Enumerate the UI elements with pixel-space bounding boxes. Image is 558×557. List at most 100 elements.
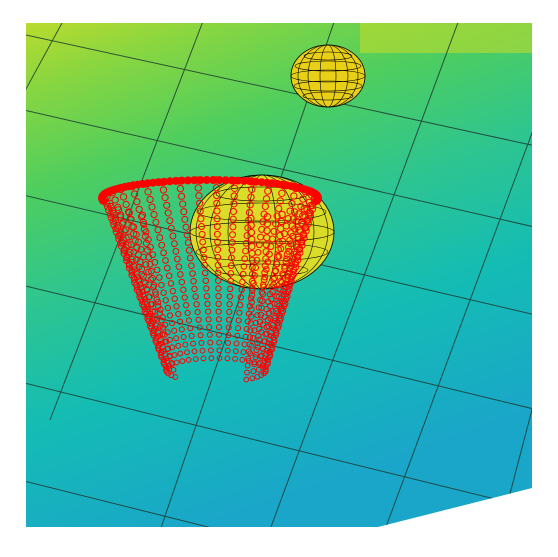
marker-point xyxy=(258,225,266,233)
marker-point xyxy=(164,209,172,217)
marker-point xyxy=(171,327,178,334)
marker-point xyxy=(130,223,138,231)
marker-point xyxy=(130,190,139,198)
marker-point xyxy=(161,338,168,345)
marker-point xyxy=(258,328,265,336)
marker-point xyxy=(182,223,190,231)
marker-point xyxy=(192,356,199,362)
marker-point xyxy=(166,217,174,225)
marker-point xyxy=(152,218,160,226)
marker-point xyxy=(177,271,184,278)
marker-point xyxy=(117,229,125,237)
marker-point xyxy=(299,195,307,203)
marker-point xyxy=(156,323,163,330)
marker-point xyxy=(232,348,239,355)
marker-point xyxy=(261,273,269,281)
marker-point xyxy=(252,264,260,272)
marker-point xyxy=(263,227,271,235)
marker-point xyxy=(254,344,261,351)
marker-point xyxy=(203,285,210,292)
marker-point xyxy=(172,247,180,255)
marker-point xyxy=(163,264,171,272)
marker-point xyxy=(190,176,199,185)
marker-point xyxy=(253,256,261,264)
marker-point xyxy=(216,347,223,354)
marker-point xyxy=(184,309,191,317)
marker-point xyxy=(269,235,276,243)
marker-point xyxy=(142,261,150,268)
marker-point xyxy=(173,335,180,342)
marker-point xyxy=(185,317,193,324)
marker-point xyxy=(257,296,264,304)
marker-point xyxy=(246,177,255,186)
marker-point xyxy=(249,287,256,294)
marker-point xyxy=(214,238,221,246)
marker-point xyxy=(180,286,187,294)
marker-point xyxy=(143,286,151,293)
marker-point xyxy=(105,206,113,214)
marker-point xyxy=(229,231,236,239)
marker-point xyxy=(202,277,210,284)
marker-point xyxy=(119,193,128,201)
marker-point xyxy=(216,355,223,361)
marker-point xyxy=(215,324,223,331)
marker-point xyxy=(185,246,193,254)
marker-point xyxy=(245,216,253,224)
marker-point xyxy=(186,254,194,262)
marker-point xyxy=(127,215,135,223)
marker-point xyxy=(245,310,253,317)
marker-point xyxy=(206,331,213,338)
marker-point xyxy=(185,357,192,363)
marker-point xyxy=(179,358,186,365)
marker-point xyxy=(255,241,263,249)
marker-point xyxy=(224,355,231,362)
marker-point xyxy=(195,316,202,323)
marker-point xyxy=(244,318,251,325)
marker-arc xyxy=(98,176,322,383)
marker-point xyxy=(225,324,232,331)
marker-point xyxy=(248,185,256,194)
marker-point xyxy=(249,375,256,382)
marker-point xyxy=(181,294,188,301)
marker-point xyxy=(111,214,119,222)
marker-point xyxy=(279,270,286,278)
marker-point xyxy=(213,207,221,215)
marker-point xyxy=(188,262,195,270)
marker-point xyxy=(166,312,174,319)
marker-point xyxy=(169,287,177,295)
marker-point xyxy=(300,231,308,239)
marker-point xyxy=(229,207,238,216)
marker-point xyxy=(228,246,236,254)
marker-point xyxy=(227,277,234,285)
marker-point xyxy=(149,274,156,282)
marker-point xyxy=(182,341,189,348)
marker-point xyxy=(289,232,297,240)
marker-point xyxy=(114,221,122,229)
marker-point xyxy=(195,191,203,200)
marker-point xyxy=(161,193,169,202)
marker-point xyxy=(184,239,192,247)
marker-point xyxy=(174,255,181,263)
marker-point xyxy=(147,276,155,283)
marker-point xyxy=(221,176,230,185)
marker-point xyxy=(181,215,189,223)
marker-point xyxy=(228,176,236,185)
marker-point xyxy=(240,349,247,356)
marker-point xyxy=(156,234,164,242)
marker-point xyxy=(279,237,287,245)
marker-point xyxy=(216,331,223,338)
marker-point xyxy=(214,246,222,254)
marker-point xyxy=(152,291,159,298)
marker-point xyxy=(204,308,212,315)
marker-point xyxy=(177,192,186,200)
marker-point xyxy=(266,290,274,298)
marker-point xyxy=(251,327,258,334)
marker-point xyxy=(154,226,162,234)
marker-point xyxy=(247,327,254,334)
marker-point xyxy=(157,306,164,313)
marker-point xyxy=(291,225,299,233)
marker-point xyxy=(255,304,263,311)
marker-point xyxy=(246,334,254,341)
marker-point xyxy=(198,339,205,346)
